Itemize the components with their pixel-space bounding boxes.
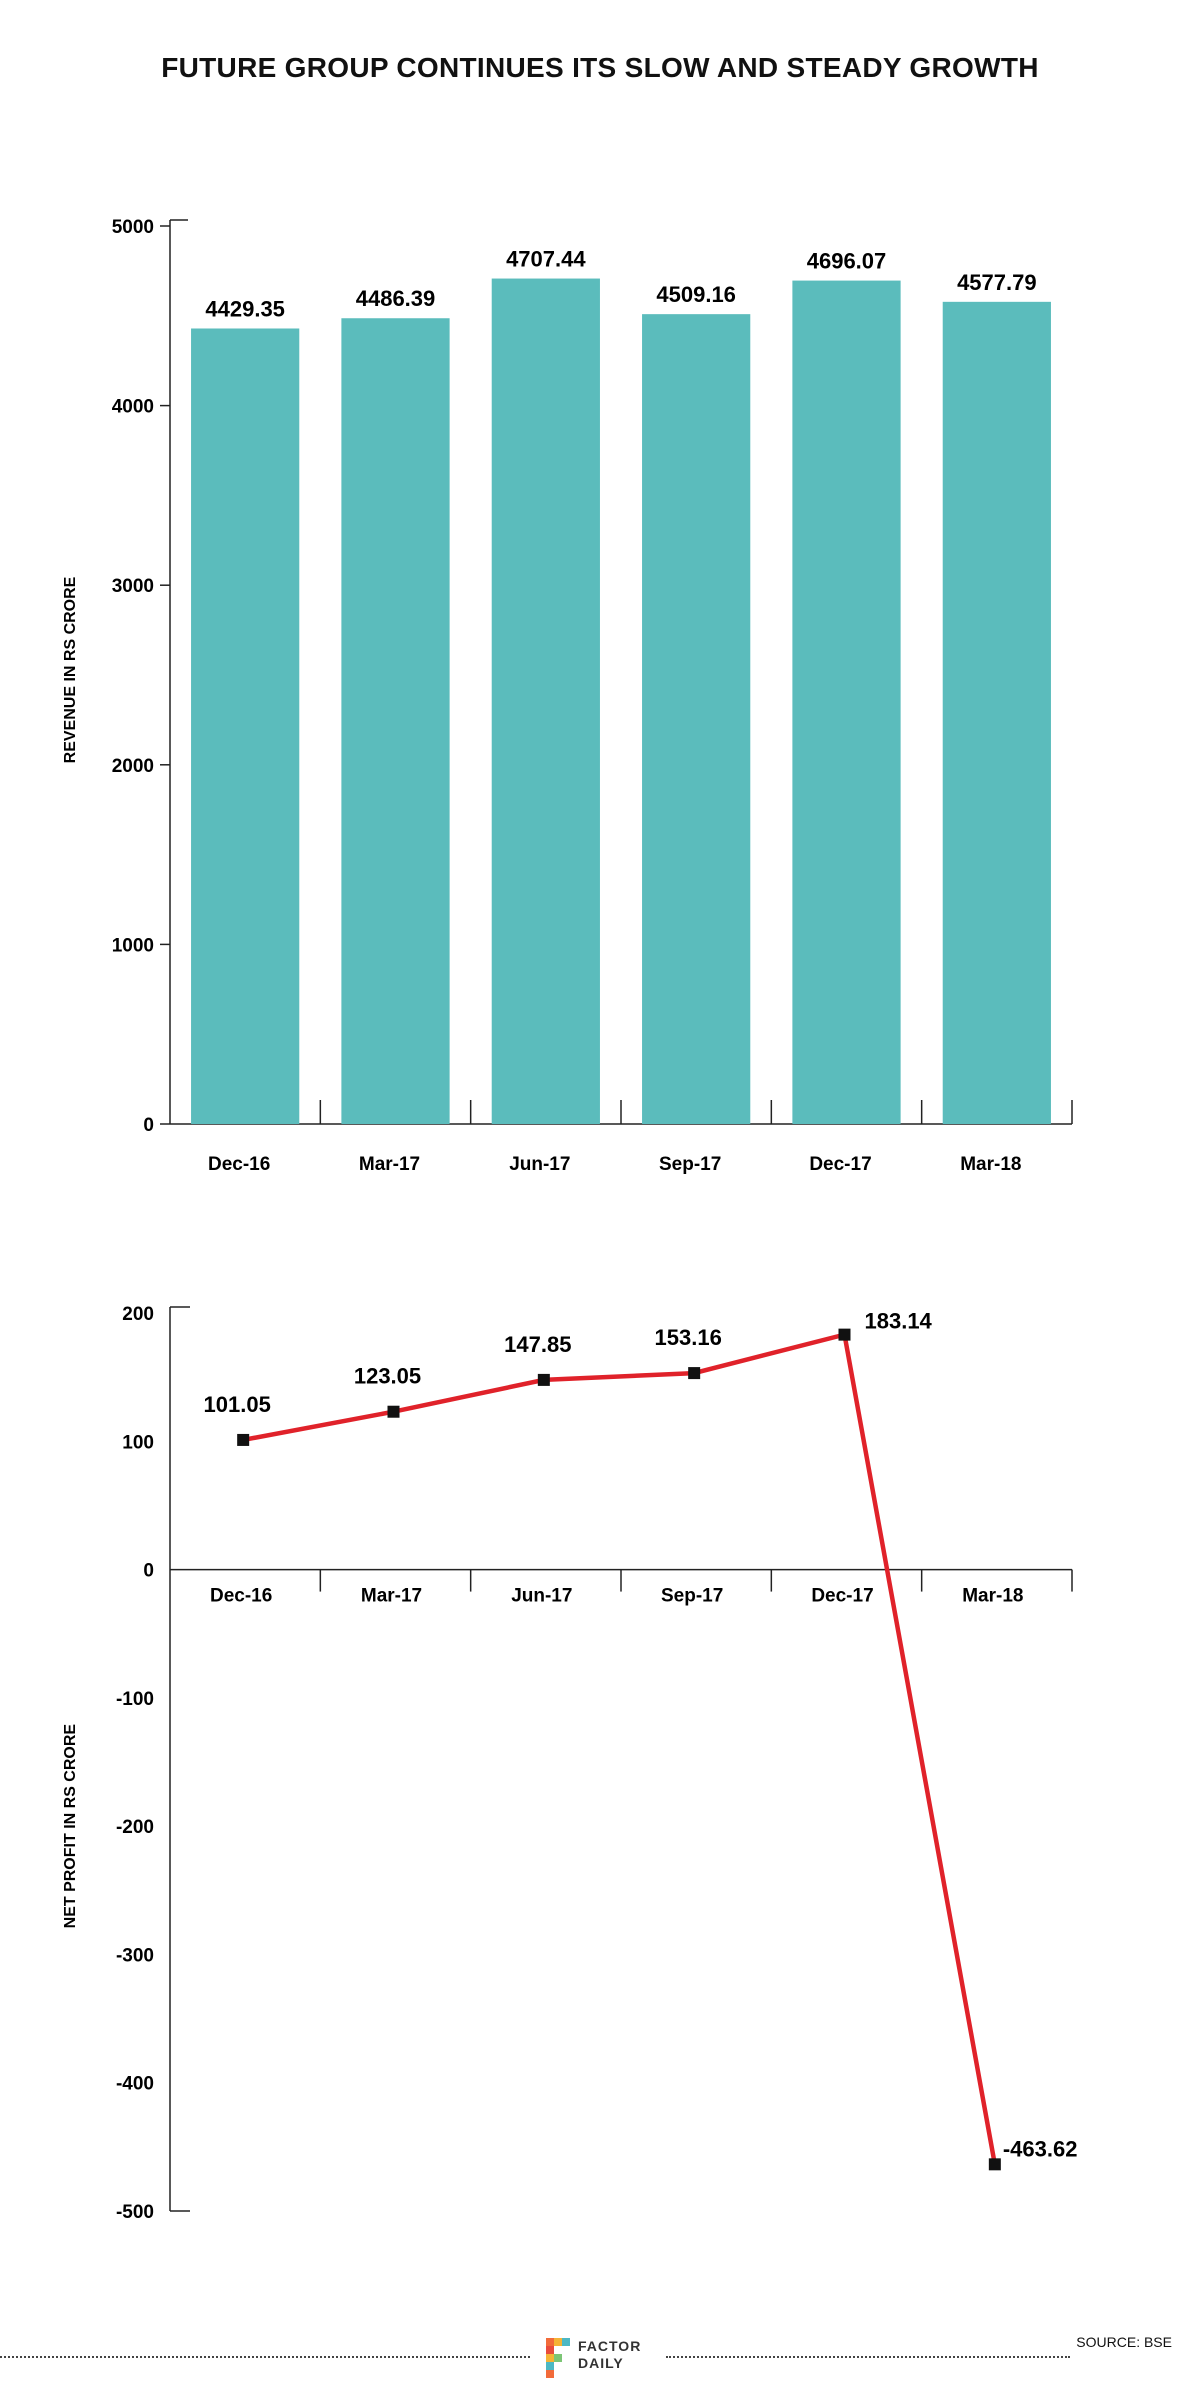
y-tick-label: 4000 [112, 397, 154, 418]
page-title: FUTURE GROUP CONTINUES ITS SLOW AND STEA… [161, 52, 1039, 83]
bar [792, 280, 901, 1124]
x-tick-label: Mar-18 [962, 1586, 1023, 1607]
bar-value-label: 4696.07 [807, 249, 887, 274]
y-tick-label: 100 [122, 1432, 154, 1453]
y-tick-label: 5000 [112, 217, 154, 238]
y-tick-label: -200 [116, 1817, 154, 1838]
y-tick-label: 3000 [112, 576, 154, 597]
net-profit-series-line [242, 1331, 998, 2165]
x-tick-label: Jun-17 [509, 1154, 570, 1175]
bar [491, 278, 600, 1124]
factor-daily-logo-mark [546, 2338, 570, 2378]
bar [341, 318, 450, 1124]
bar [642, 314, 751, 1124]
y-tick-label: -400 [116, 2074, 154, 2095]
bar-value-label: 4509.16 [656, 282, 736, 307]
x-tick-label: Dec-16 [208, 1154, 270, 1175]
x-tick-label: Mar-17 [361, 1586, 422, 1607]
bar-value-label: 4429.35 [205, 296, 285, 321]
logo-text-daily: DAILY [578, 2355, 624, 2371]
revenue-bar-chart: 0 1000 2000 3000 4000 5000 4429.35 Dec-16 4486.3… [62, 217, 1073, 1175]
y-tick-label: -300 [116, 1945, 154, 1966]
y-tick-label: 200 [122, 1304, 154, 1325]
data-point-marker [537, 1373, 550, 1386]
footer-divider-right [666, 2356, 1070, 2358]
logo-text-factor: FACTOR [578, 2338, 642, 2354]
x-tick-label: Mar-17 [359, 1154, 420, 1175]
factor-daily-logo: FACTOR DAILY [546, 2336, 666, 2388]
net-profit-line-chart: 200 100 0 -100 -200 -300 -400 -500 Dec-16 Mar-17 J… [62, 1304, 1078, 2223]
x-tick-label: Jun-17 [511, 1586, 572, 1607]
y-axis-title: NET PROFIT IN RS CRORE [62, 1724, 79, 1929]
data-point-marker [838, 1328, 851, 1341]
point-value-label: -463.62 [1003, 2136, 1078, 2161]
point-value-label: 183.14 [865, 1309, 933, 1334]
data-point-marker [237, 1433, 250, 1446]
y-tick-label: 2000 [112, 756, 154, 777]
y-tick-label: -100 [116, 1689, 154, 1710]
y-tick-label: 0 [143, 1561, 154, 1582]
x-tick-label: Dec-17 [811, 1586, 873, 1607]
x-tick-label: Dec-16 [210, 1586, 272, 1607]
y-axis-title: REVENUE IN RS CRORE [62, 576, 79, 763]
point-value-label: 101.05 [204, 1392, 271, 1417]
x-tick-label: Mar-18 [960, 1154, 1021, 1175]
x-tick-label: Sep-17 [661, 1586, 723, 1607]
y-tick-label: -500 [116, 2202, 154, 2223]
point-value-label: 123.05 [354, 1364, 421, 1389]
bar-value-label: 4486.39 [356, 286, 436, 311]
source-note: SOURCE: BSE [1076, 2334, 1172, 2350]
x-tick-label: Dec-17 [809, 1154, 871, 1175]
y-tick-label: 0 [143, 1115, 154, 1136]
y-tick-label: 1000 [112, 935, 154, 956]
bar-value-label: 4707.44 [506, 247, 586, 272]
point-value-label: 153.16 [655, 1325, 722, 1350]
data-point-marker [387, 1405, 400, 1418]
bar-value-label: 4577.79 [957, 270, 1037, 295]
point-value-label: 147.85 [504, 1332, 571, 1357]
bar [942, 301, 1051, 1124]
data-point-marker [988, 2158, 1001, 2171]
bar [191, 328, 300, 1124]
x-tick-label: Sep-17 [659, 1154, 721, 1175]
data-point-marker [688, 1367, 701, 1380]
footer-divider-left [0, 2356, 530, 2358]
